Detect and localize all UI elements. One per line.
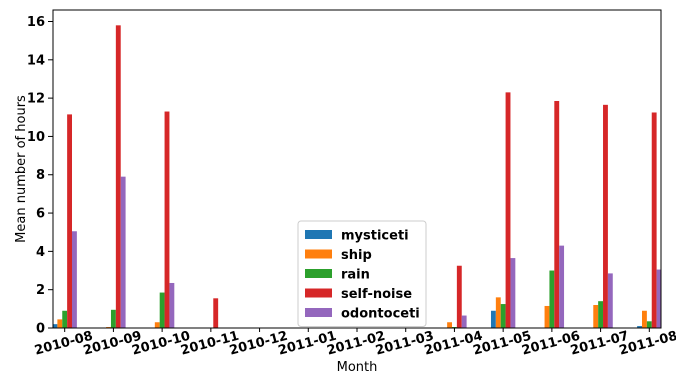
bar-self-noise-2011-08: [651, 112, 657, 329]
bar-mysticeti-2011-08: [637, 326, 642, 328]
bar-rain-2011-05: [500, 304, 506, 328]
bar-mysticeti-2011-05: [490, 310, 496, 328]
bar-odontoceti-2010-10: [169, 282, 175, 328]
bar-rain-2011-06: [549, 270, 555, 328]
bar-odontoceti-2010-08: [72, 231, 77, 328]
legend-swatch-mysticeti: [305, 230, 332, 239]
bar-self-noise-2011-06: [554, 100, 560, 329]
x-axis: 2010-082010-092010-102010-112010-122011-…: [33, 328, 676, 359]
bar-odontoceti-2011-07: [607, 273, 613, 328]
bar-rain-2010-08: [62, 310, 68, 328]
bar-self-noise-2010-11: [213, 298, 219, 328]
bar-self-noise-2011-04: [456, 265, 462, 328]
legend-label-rain: rain: [341, 268, 370, 283]
bar-rain-2010-10: [159, 292, 165, 328]
y-axis-label: Mean number of hours: [14, 95, 29, 243]
bar-ship-2011-04: [447, 322, 452, 328]
bar-ship-2010-08: [57, 319, 63, 328]
legend-box: [297, 220, 427, 327]
y-tick-label: 12: [27, 92, 45, 107]
bar-self-noise-2010-10: [164, 111, 170, 328]
bar-rain-2011-07: [598, 301, 604, 328]
bar-self-noise-2010-08: [67, 114, 72, 329]
legend-label-odontoceti: odontoceti: [341, 307, 420, 322]
legend-swatch-self-noise: [305, 288, 332, 298]
bar-odontoceti-2011-06: [559, 245, 565, 328]
bar-ship-2011-05: [495, 297, 501, 328]
bar-odontoceti-2011-04: [461, 315, 467, 328]
y-tick-label: 14: [27, 53, 45, 68]
bar-ship-2011-06: [544, 305, 550, 328]
legend: mysticeti ship rain self-noise odontoceti: [297, 220, 427, 327]
bar-odontoceti-2011-08: [656, 269, 662, 328]
y-tick-label: 8: [36, 168, 45, 183]
bar-rain-2011-08: [646, 321, 652, 328]
bars-layer: [52, 25, 662, 329]
legend-label-ship: ship: [341, 248, 372, 263]
y-axis: 0 2 4 6 8 10 12 14 16: [27, 15, 53, 337]
legend-swatch-ship: [305, 249, 332, 259]
legend-swatch-rain: [305, 269, 332, 278]
legend-swatch-odontoceti: [305, 308, 332, 317]
y-tick-label: 2: [36, 283, 45, 298]
x-axis-label: Month: [337, 360, 378, 374]
bar-ship-2011-08: [642, 310, 647, 328]
bar-self-noise-2011-07: [603, 104, 608, 328]
y-tick-label: 0: [36, 322, 45, 337]
bar-ship-2010-10: [154, 322, 160, 328]
bar-ship-2011-07: [593, 305, 599, 328]
y-tick-label: 16: [27, 15, 45, 30]
y-tick-label: 6: [36, 207, 45, 222]
y-tick-label: 4: [36, 245, 45, 260]
bar-mysticeti-2010-08: [52, 324, 58, 328]
bar-self-noise-2011-05: [505, 92, 511, 329]
legend-label-self-noise: self-noise: [341, 287, 412, 302]
bar-rain-2010-09: [110, 309, 116, 328]
bar-odontoceti-2011-05: [510, 258, 516, 328]
bar-odontoceti-2010-09: [120, 176, 126, 328]
bar-self-noise-2010-09: [115, 25, 121, 329]
y-tick-label: 10: [27, 130, 45, 145]
legend-label-mysticeti: mysticeti: [341, 229, 409, 244]
